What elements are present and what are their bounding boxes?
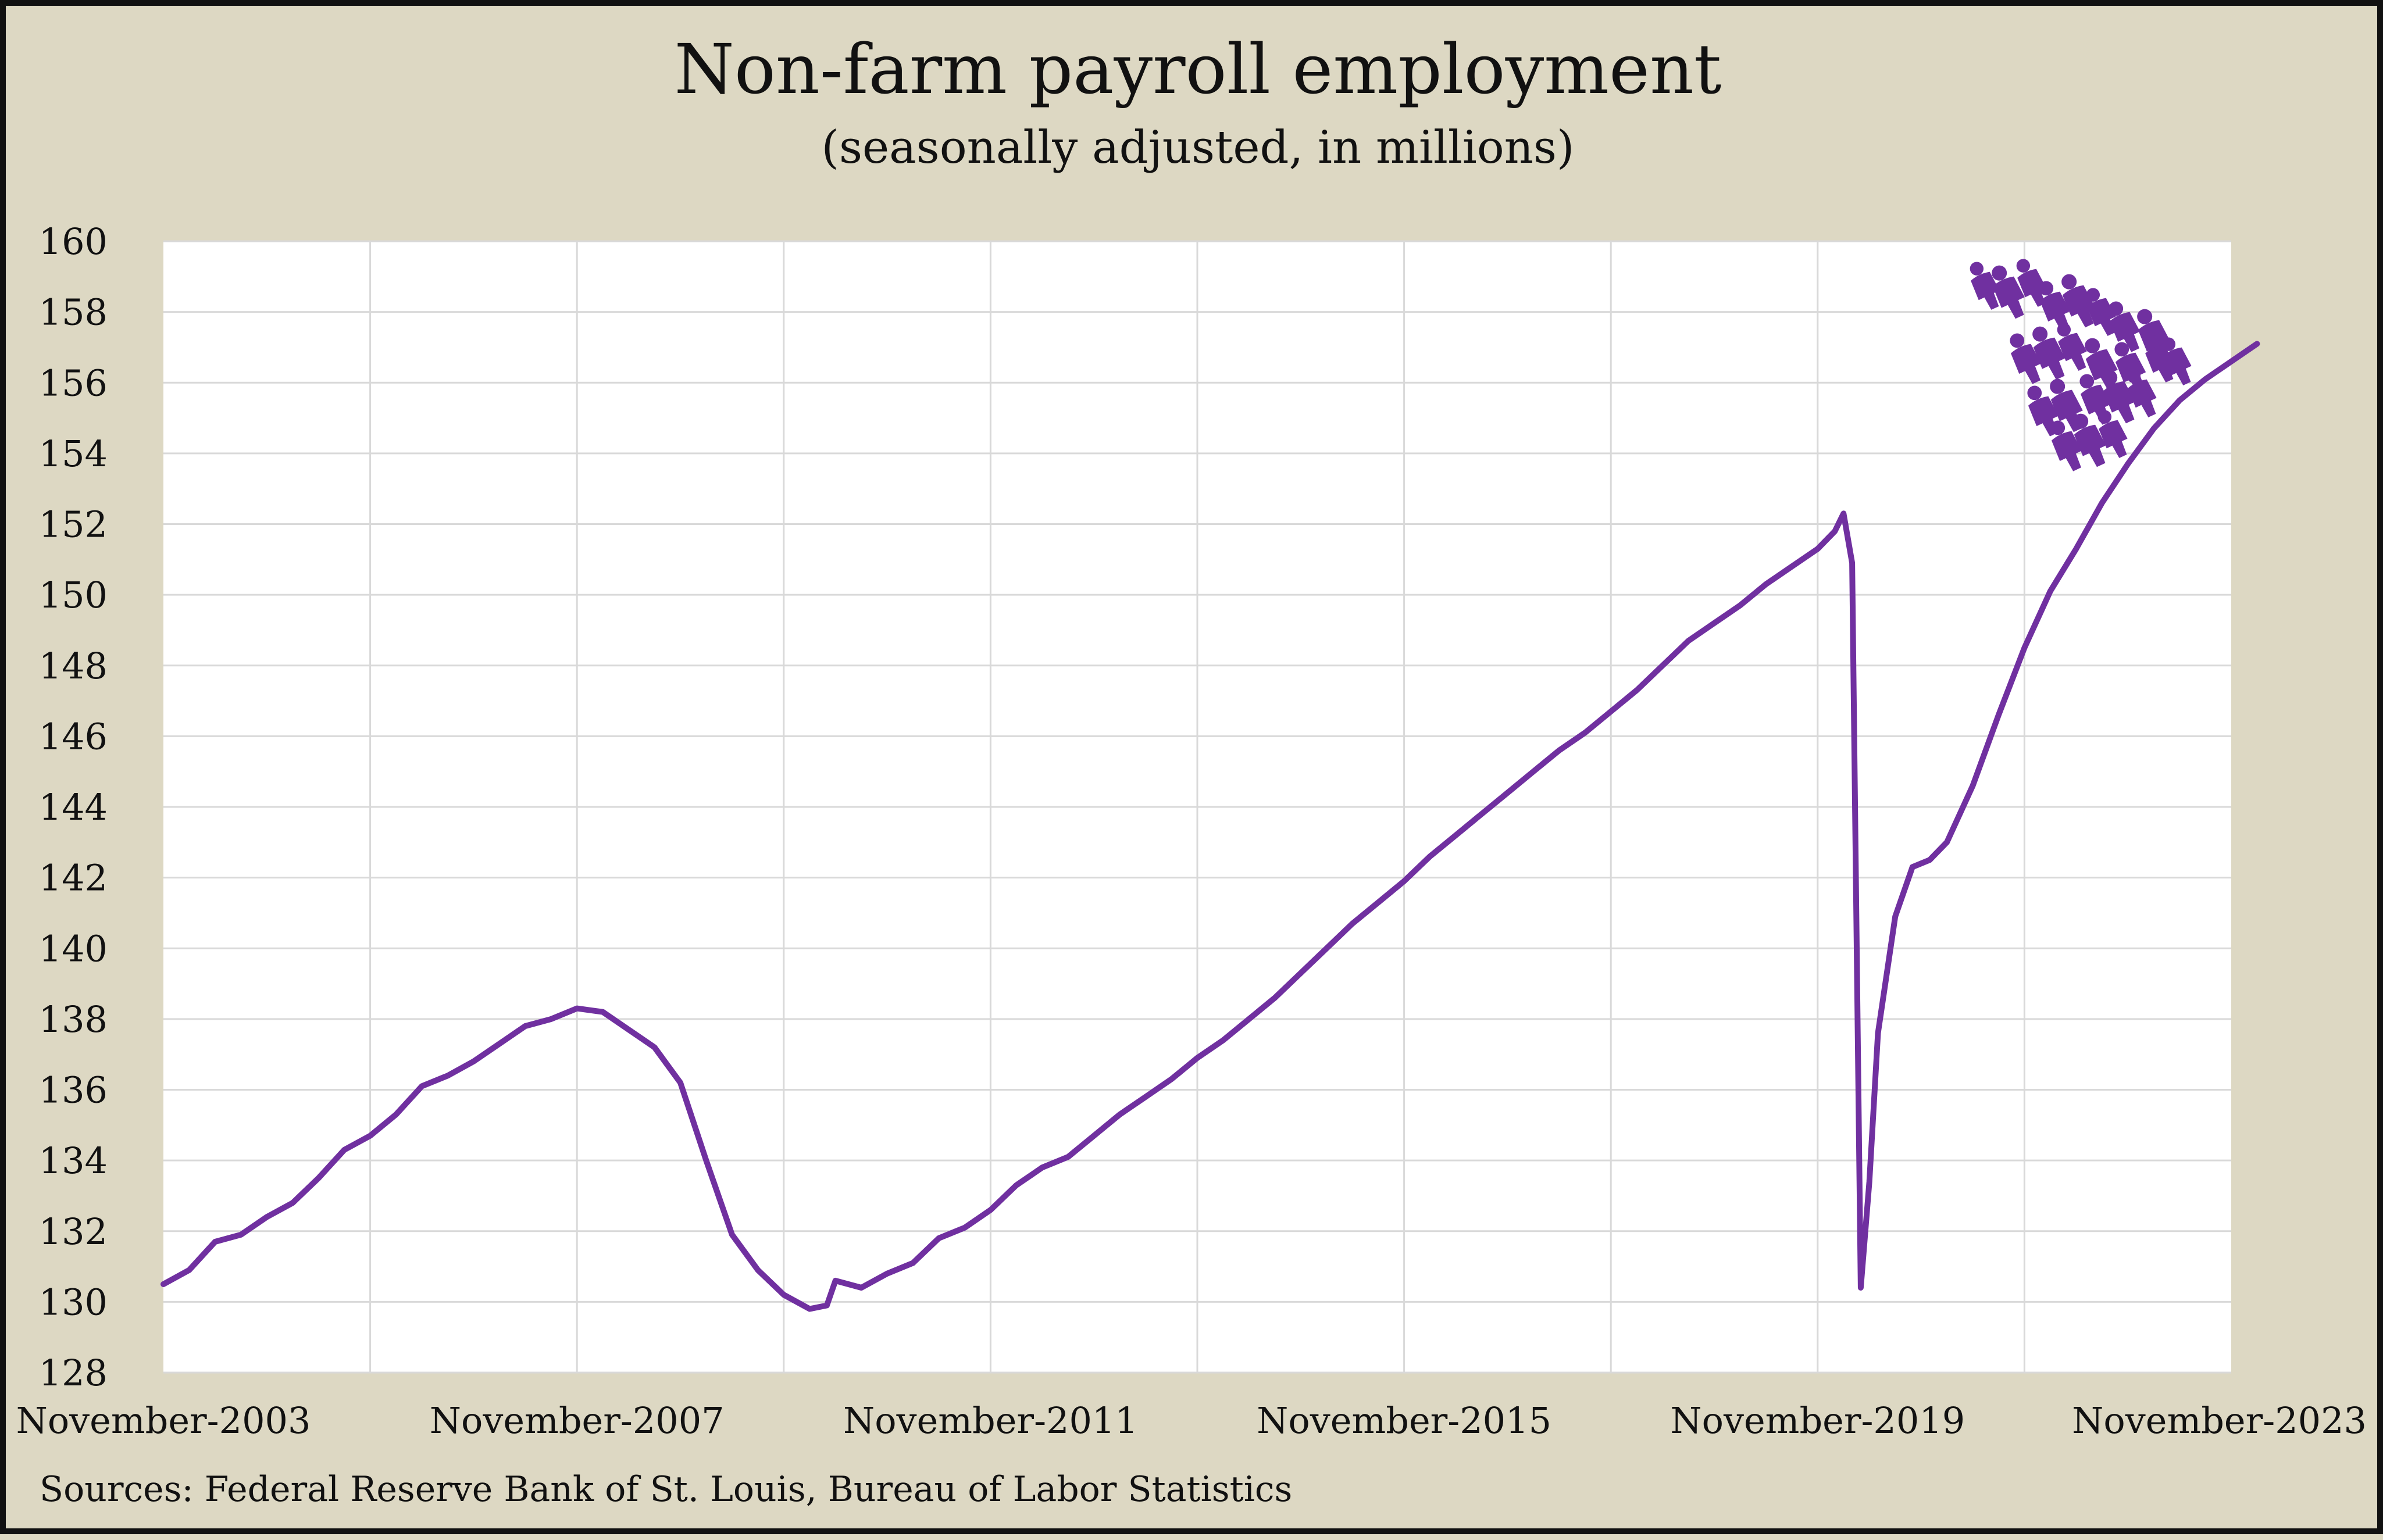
y-tick-label: 160 [39,220,108,263]
y-tick-label: 136 [39,1069,108,1112]
person-icon [1992,265,2025,319]
y-tick-label: 134 [39,1139,108,1182]
x-axis: November-2003 November-2007 November-2011 N… [16,1399,2367,1442]
y-tick-label: 140 [39,927,108,970]
person-icon [2010,333,2042,384]
y-tick-label: 148 [39,645,108,687]
chart-subtitle: (seasonally adjusted, in millions) [822,122,1575,174]
source-note: Sources: Federal Reserve Bank of St. Lou… [40,1469,1292,1510]
chart-title: Non-farm payroll employment [675,29,1722,109]
person-icon [2057,323,2087,371]
y-tick-label: 154 [39,433,108,475]
person-icon [2073,413,2106,467]
x-tick-label: November-2023 [2072,1399,2367,1442]
x-tick-label: November-2003 [16,1399,311,1442]
chart: Non-farm payroll employment (seasonally … [16,29,2367,1510]
y-tick-label: 132 [39,1210,108,1253]
person-icon [2016,259,2046,307]
person-icon [2161,337,2192,385]
person-icon [2109,301,2141,352]
person-icon [1970,262,2000,310]
person-icon [2032,326,2065,380]
y-tick-label: 146 [39,715,108,758]
people-group-icon [1970,259,2192,471]
x-tick-label: November-2007 [430,1399,725,1442]
x-tick-label: November-2011 [843,1399,1138,1442]
x-tick-label: November-2015 [1257,1399,1551,1442]
person-icon [2086,288,2116,336]
y-tick-label: 158 [39,291,108,334]
gridlines [163,240,2231,1374]
y-axis: 128 130 132 134 136 138 140 142 144 146 148 150 152 1… [39,220,108,1394]
person-icon [2050,420,2082,471]
person-icon [2127,369,2157,417]
y-tick-label: 128 [39,1352,108,1394]
y-tick-label: 142 [39,857,108,899]
person-icon [2102,370,2135,424]
y-tick-label: 156 [39,362,108,404]
x-tick-label: November-2019 [1670,1399,1965,1442]
y-tick-label: 144 [39,786,108,828]
y-tick-label: 152 [39,503,108,546]
y-tick-label: 150 [39,574,108,616]
person-icon [2097,410,2128,458]
y-tick-label: 138 [39,998,108,1041]
y-tick-label: 130 [39,1281,108,1323]
series-line-payroll [160,341,2260,1312]
person-icon [2039,281,2071,332]
